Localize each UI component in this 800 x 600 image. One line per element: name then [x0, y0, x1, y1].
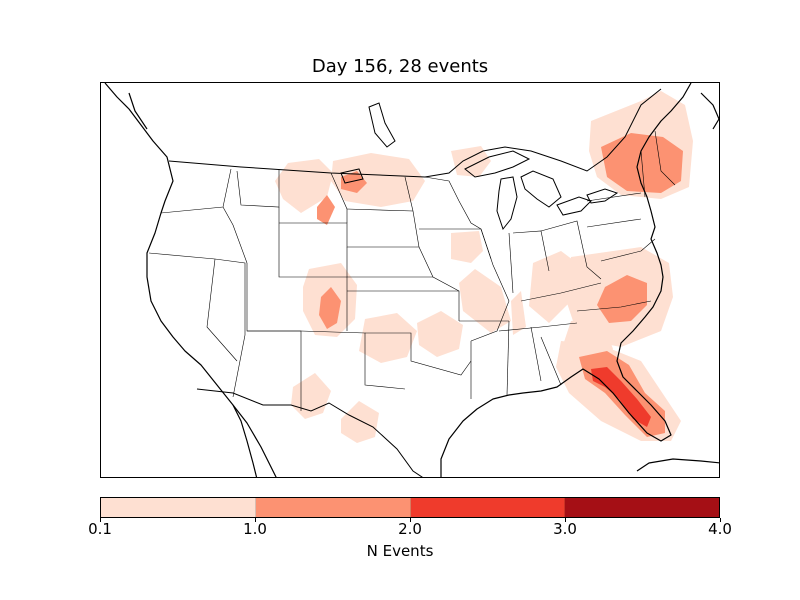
colorbar	[100, 497, 720, 518]
colorbar-tick-label: 1.0	[243, 520, 267, 538]
colorbar-tick-label: 4.0	[708, 520, 732, 538]
event-density-dark	[591, 367, 651, 427]
colorbar-tick	[99, 518, 101, 522]
colorbar-tick	[719, 518, 721, 522]
colorbar-segment	[101, 498, 256, 517]
map-canvas	[104, 83, 719, 477]
colorbar-segment	[565, 498, 719, 517]
colorbar-tick	[254, 518, 256, 522]
coastline	[104, 83, 719, 477]
map-title: Day 156, 28 events	[311, 56, 489, 77]
colorbar-segment	[410, 498, 566, 517]
colorbar-tick-label: 2.0	[398, 520, 422, 538]
colorbar-tick-label: 3.0	[553, 520, 577, 538]
country-borders	[168, 88, 662, 477]
great-lakes	[340, 102, 619, 231]
colorbar-segment	[255, 498, 411, 517]
colorbar-tick	[564, 518, 566, 522]
state-borders	[148, 130, 676, 411]
colorbar-label: N Events	[366, 542, 434, 560]
map-panel	[100, 82, 720, 478]
colorbar-tick-label: 0.1	[88, 520, 112, 538]
colorbar-tick	[409, 518, 411, 522]
